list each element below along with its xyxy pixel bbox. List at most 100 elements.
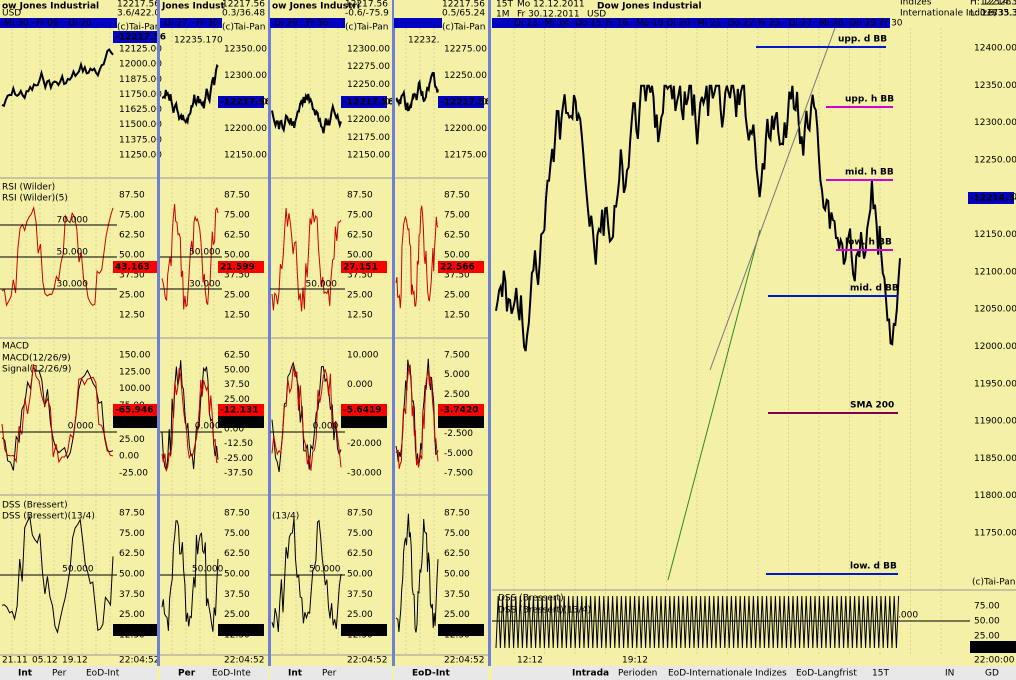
level-label: 30.000: [189, 280, 221, 290]
tab[interactable]: EoD-Int: [86, 669, 120, 679]
level-label: 50.000: [192, 565, 224, 575]
axis-label: -37.50: [224, 469, 253, 479]
axis-label: 75.00: [224, 211, 250, 221]
price-tag-bg: [341, 96, 387, 108]
axis-label: 37.50: [224, 271, 250, 281]
last: 12214.38: [980, 0, 1016, 8]
axis-label: 100.00: [119, 384, 151, 394]
axis-label: 25.00: [974, 632, 1000, 642]
date-strip: [492, 18, 890, 28]
tab[interactable]: Int: [18, 669, 33, 679]
axis-label: 87.50: [444, 509, 470, 519]
axis-label: 12400.00: [974, 44, 1016, 54]
rsi-tag: 21.599: [220, 263, 255, 273]
date-strip: [394, 18, 442, 28]
time: 22:00:00: [974, 656, 1015, 666]
axis-label: 12175.00: [347, 133, 390, 143]
tab[interactable]: Perioden: [618, 669, 657, 679]
price-line: [395, 71, 439, 112]
tab[interactable]: Per: [322, 669, 337, 679]
signal-line: [395, 365, 439, 469]
axis-label: 25.00: [119, 610, 145, 620]
price-tag-bg: [438, 96, 484, 108]
axis-label: 10.000: [347, 351, 379, 361]
axis-label: 5.000: [444, 370, 470, 380]
level-label: 0.000: [195, 422, 221, 432]
axis-label: 12050.00: [974, 305, 1016, 315]
note: (c)Tai-Pan: [222, 23, 265, 33]
axis-label: 75.00: [444, 529, 470, 539]
tab[interactable]: 15T: [872, 669, 889, 679]
pane-legend: MACD(12/26/9): [2, 354, 71, 364]
axis-label: -30.000: [347, 469, 382, 479]
date-top: Fr 30: [196, 19, 219, 29]
high: H: 12328.32: [970, 0, 1016, 8]
axis-label: 12200.00: [444, 124, 487, 134]
axis-label: 62.50: [347, 231, 373, 241]
panel-title: ow Jones Industrial: [2, 2, 99, 12]
header-change: 3.6/422.01: [117, 9, 166, 19]
rsi-tag: 43.163: [115, 263, 150, 273]
axis-label: 12200.00: [347, 115, 390, 125]
tab[interactable]: EoD-Internationale Indizes: [668, 669, 787, 679]
annotation: 12232.: [408, 36, 440, 46]
time: 22:04:52: [347, 656, 387, 666]
tab[interactable]: Intrada: [572, 669, 609, 679]
axis-label: 11375.00: [119, 135, 162, 145]
tab-strip: [270, 666, 392, 680]
axis-label: 12150.00: [347, 151, 390, 161]
dss-tag: 52.598: [343, 626, 378, 636]
level-label: .000: [898, 611, 918, 621]
tab[interactable]: EoD-Langfrist: [796, 669, 857, 679]
date-top: Do 22: [728, 19, 755, 29]
axis-label: -25.00: [119, 469, 148, 479]
price-tag-bg: [218, 96, 264, 108]
axis-label: 62.50: [444, 549, 470, 559]
tab[interactable]: IN: [945, 669, 954, 679]
price-line: [271, 92, 342, 134]
header-last: 12217.56: [222, 0, 265, 10]
pane-title: RSI (Wilder): [2, 183, 55, 193]
tab[interactable]: Per: [178, 669, 196, 679]
note: (c)Tai-Pan: [117, 23, 160, 33]
macd-tag: -56.835: [115, 418, 153, 428]
axis-label: 12275.00: [444, 45, 487, 55]
macd-tag-bg: [341, 416, 387, 428]
axis-label: 0.00: [119, 452, 139, 462]
tab[interactable]: EoD-Inte: [212, 669, 251, 679]
dss-tag-bg: [970, 641, 1016, 653]
tab[interactable]: GD: [985, 669, 999, 679]
pane-title: DSS (Bressert): [498, 594, 564, 604]
axis-label: 12.50: [119, 311, 145, 321]
axis-label: 0.000: [347, 380, 373, 390]
tab-strip: [160, 666, 268, 680]
axis-label: 2.500: [444, 390, 470, 400]
date-top: Mi 21: [697, 19, 722, 29]
band-label: upp. d BB: [838, 35, 887, 45]
axis-label: 50.00: [444, 251, 470, 261]
rsi-line: [271, 208, 342, 312]
dss-tag-bg: [218, 624, 264, 636]
macd-tag-bg: [113, 416, 159, 428]
axis-label: 25.00: [224, 610, 250, 620]
date-bottom: 19.12: [62, 656, 88, 666]
currency: USD: [587, 10, 606, 20]
axis-label: -2.500: [444, 429, 473, 439]
tab[interactable]: EoD-Int: [412, 669, 450, 679]
axis-label: 87.50: [224, 191, 250, 201]
axis-label: 0.00: [224, 424, 244, 434]
tab[interactable]: Per: [52, 669, 67, 679]
date-top: Do 29: [850, 19, 877, 29]
signal-line: [271, 366, 342, 471]
tab[interactable]: Int: [288, 669, 303, 679]
axis-label: 12.50: [347, 311, 373, 321]
macd-tag-bg: [438, 416, 484, 428]
level-label: 50.000: [306, 280, 338, 290]
subgroup: Internationale Indizes: [900, 9, 998, 19]
pane-legend: Signal(12/26/9): [2, 365, 71, 375]
axis-label: 12300.00: [224, 71, 267, 81]
macd-tag: -8.9403: [343, 418, 381, 428]
pane-legend: DSS (Bressert)(13/4): [2, 512, 95, 522]
dss-tag-bg: [113, 624, 159, 636]
axis-label: 62.50: [224, 231, 250, 241]
